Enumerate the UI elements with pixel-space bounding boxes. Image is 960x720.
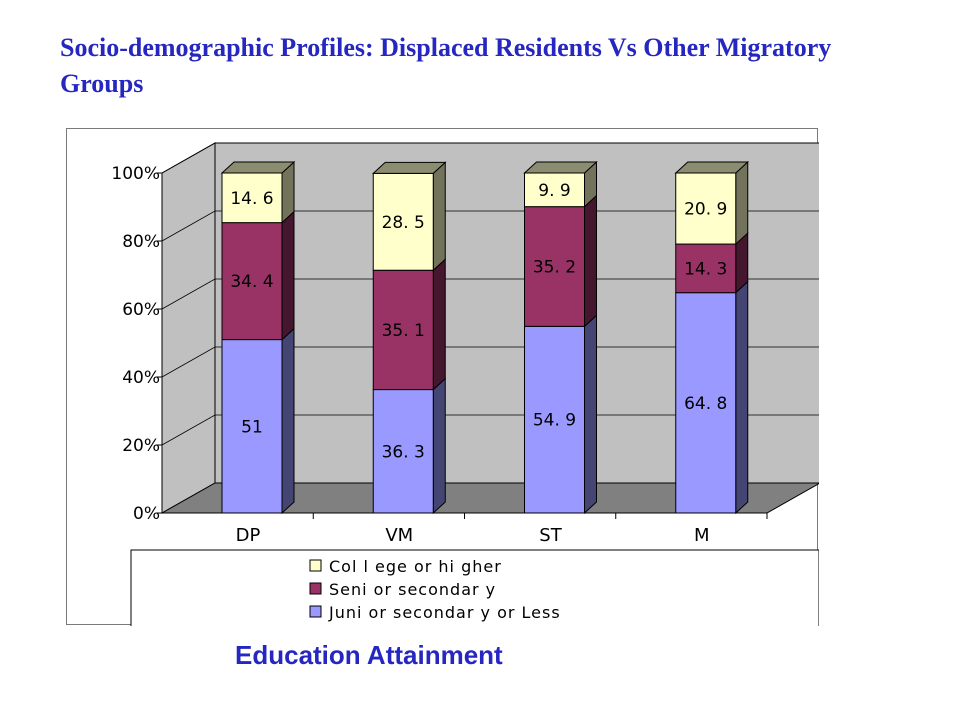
gridline [161, 142, 819, 174]
y-tick-label: 40% [122, 368, 160, 388]
bar-segment [372, 389, 434, 514]
y-tick-label: 100% [111, 164, 160, 184]
data-label: 64. 8 [684, 394, 727, 414]
data-label: 20. 9 [684, 200, 727, 220]
bar-segment [372, 269, 434, 391]
data-label: 14. 6 [230, 189, 273, 209]
bar-side-face [432, 258, 446, 391]
bar-segment [221, 172, 283, 224]
data-label: 28. 5 [382, 213, 425, 233]
gridline [161, 346, 819, 378]
data-label: 35. 2 [533, 258, 576, 278]
bar-side-face [432, 161, 446, 272]
bar-side-face [432, 377, 446, 515]
bar-side-face [281, 327, 295, 515]
bar-side-face [735, 280, 749, 515]
stacked-bar-chart: 0% 20% 40% 60% 80% 100% 51 34. 4 14. 6 36. 3 35. … [111, 142, 819, 626]
bar-top-face [523, 161, 598, 174]
bar-segment [372, 172, 434, 271]
bar-top-face [674, 161, 750, 174]
y-tick-label: 80% [122, 232, 160, 252]
legend-swatch [309, 582, 322, 595]
bars: 51 34. 4 14. 6 36. 3 35. 1 28. 5 54. 9 35. 2 9. … [220, 160, 750, 515]
chart-frame: 0% 20% 40% 60% 80% 100% 51 34. 4 14. 6 36. 3 35. … [66, 128, 819, 626]
chart-caption: Education Attainment [235, 640, 503, 670]
legend-label: Seni or secondar y [329, 580, 496, 599]
data-label: 9. 9 [538, 181, 570, 201]
bar-segment [675, 292, 737, 514]
gridline [161, 210, 819, 242]
bar-top-face [371, 161, 447, 174]
bar-side-face [281, 210, 295, 341]
gridlines [161, 142, 819, 446]
legend-label: Juni or secondar y or Less [328, 603, 561, 622]
bar-segment [221, 222, 283, 341]
data-label: 54. 9 [533, 411, 576, 431]
legend-swatch [309, 605, 322, 618]
legend-label: Col l ege or hi gher [329, 557, 502, 576]
side-wall [161, 142, 216, 514]
legend-box [130, 549, 819, 626]
y-tick-label: 20% [122, 436, 160, 456]
legend-swatch [309, 559, 322, 572]
bar-side-face [735, 160, 749, 246]
data-label: 35. 1 [382, 321, 425, 341]
legend: Col l ege or hi gher Seni or secondar y Ju… [130, 549, 819, 626]
gridline [161, 278, 819, 310]
data-label: 14. 3 [684, 259, 727, 279]
x-category-label: DP [236, 525, 261, 546]
bar-segment [675, 243, 737, 294]
y-tick-label: 0% [133, 504, 160, 524]
y-axis-ticks: 0% 20% 40% 60% 80% 100% [111, 164, 163, 524]
x-category-label: VM [385, 525, 413, 546]
x-axis-categories: DP VM ST M [162, 512, 768, 546]
bar-top-face [220, 161, 296, 174]
data-label: 51 [241, 417, 263, 437]
chart-walls [160, 142, 819, 514]
slide-title: Socio-demographic Profiles: Displaced Re… [60, 33, 832, 98]
bar-side-face [584, 314, 597, 515]
y-tick-label: 60% [122, 300, 160, 320]
x-category-label: ST [539, 525, 562, 546]
data-label: 34. 4 [230, 272, 273, 292]
bar-side-face [584, 194, 597, 328]
x-category-label: M [694, 525, 710, 546]
data-label: 36. 3 [382, 442, 425, 462]
gridline [161, 414, 819, 446]
